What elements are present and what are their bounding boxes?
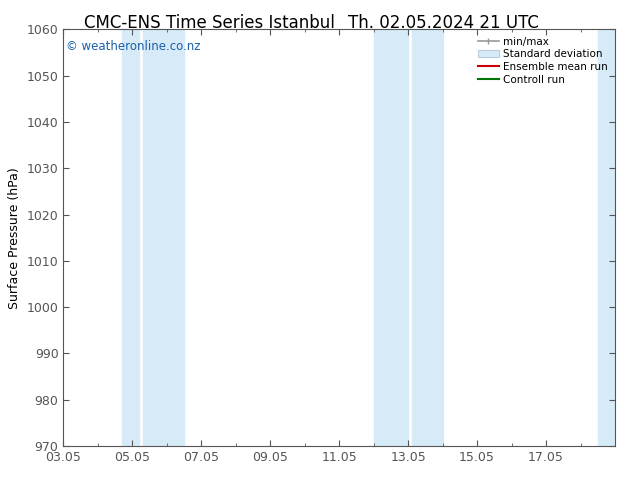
Text: Th. 02.05.2024 21 UTC: Th. 02.05.2024 21 UTC <box>348 14 540 32</box>
Bar <box>373 29 408 446</box>
Y-axis label: Surface Pressure (hPa): Surface Pressure (hPa) <box>8 167 21 309</box>
Bar <box>143 29 184 446</box>
Bar <box>598 29 622 446</box>
Text: © weatheronline.co.nz: © weatheronline.co.nz <box>66 40 200 53</box>
Text: CMC-ENS Time Series Istanbul: CMC-ENS Time Series Istanbul <box>84 14 335 32</box>
Bar <box>122 29 139 446</box>
Legend: min/max, Standard deviation, Ensemble mean run, Controll run: min/max, Standard deviation, Ensemble me… <box>476 35 610 87</box>
Bar <box>411 29 443 446</box>
